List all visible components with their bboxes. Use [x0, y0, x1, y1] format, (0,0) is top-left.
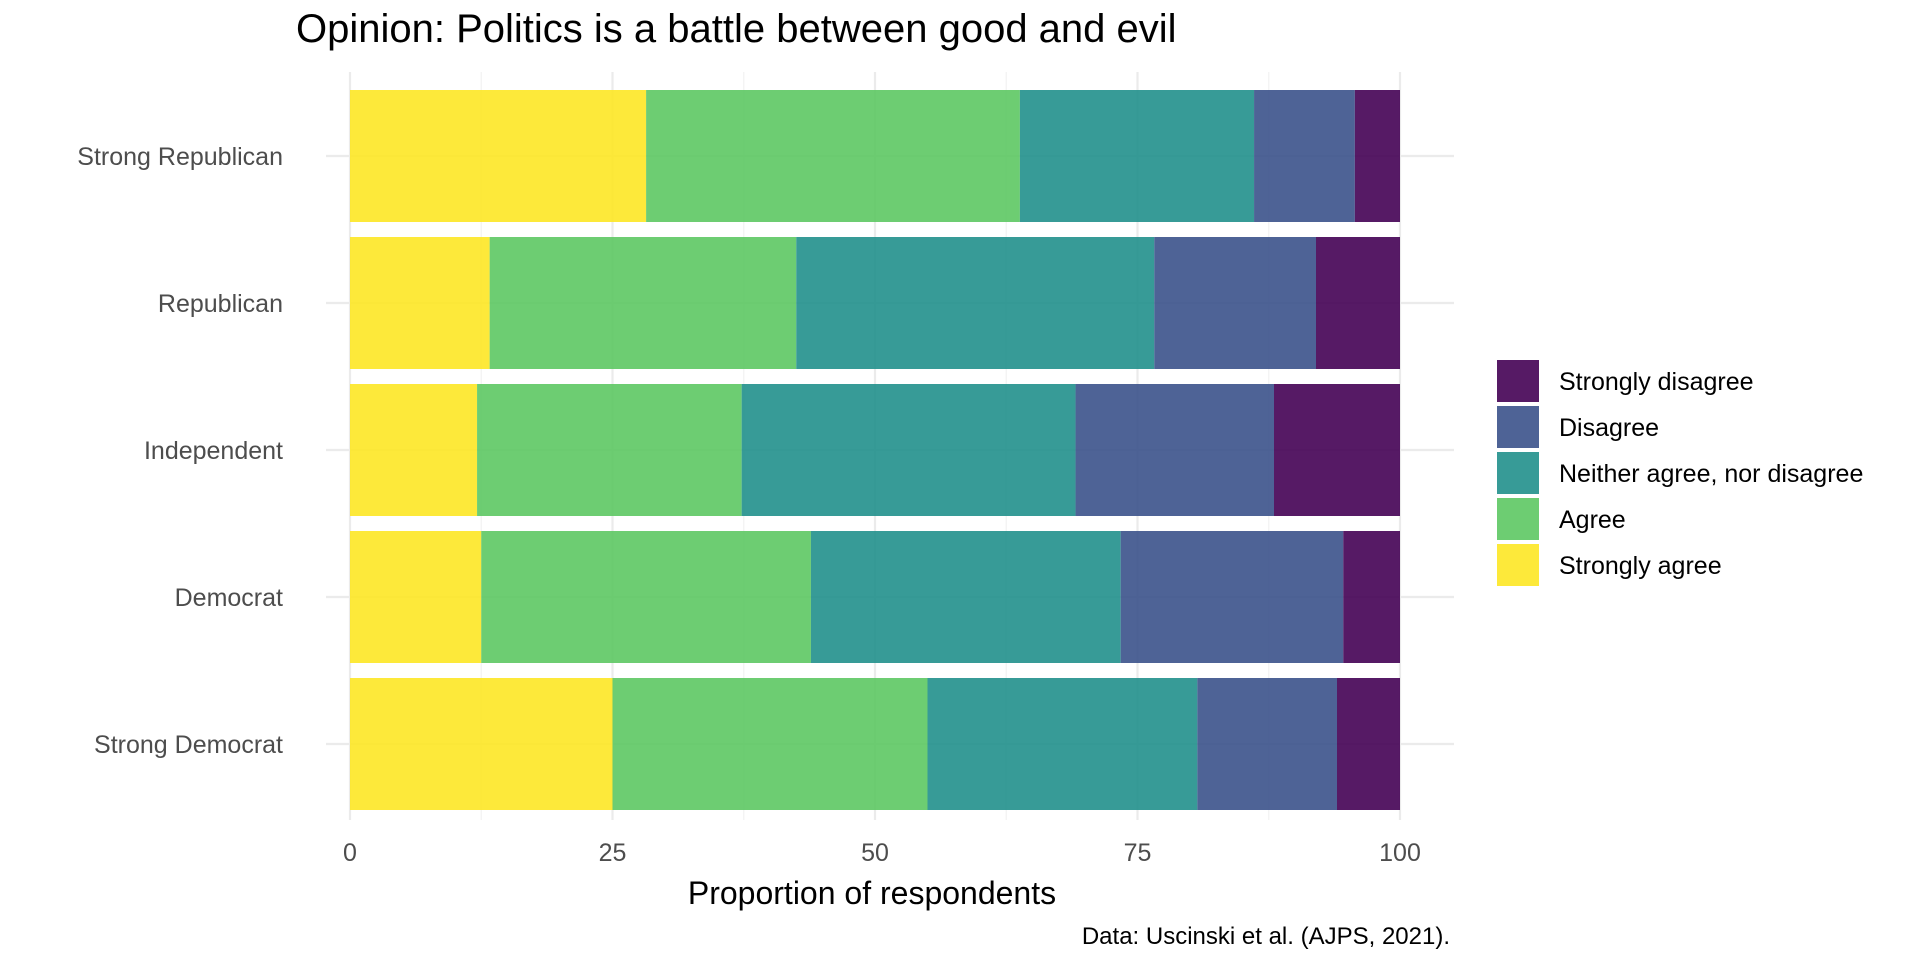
x-tick-label: 100: [1379, 839, 1421, 867]
legend-label: Agree: [1559, 506, 1626, 534]
bar-segment: [1354, 90, 1400, 222]
bar-segment: [741, 384, 1076, 516]
bar-segment: [1120, 531, 1344, 663]
bar-segment: [350, 237, 490, 369]
bar-segment: [612, 678, 928, 810]
x-tick-label: 75: [1124, 839, 1152, 867]
bar-segment: [350, 531, 482, 663]
bar-segment: [1337, 678, 1400, 810]
bar-segment: [1075, 384, 1274, 516]
y-tick-label: Strong Democrat: [94, 731, 283, 759]
chart-title: Opinion: Politics is a battle between go…: [296, 7, 1177, 51]
legend: Strongly disagree Disagree Neither agree, …: [1497, 360, 1863, 586]
legend-label: Disagree: [1559, 414, 1659, 442]
y-tick-label: Independent: [144, 437, 283, 465]
x-tick-label: 50: [861, 839, 889, 867]
bar-segment: [350, 384, 478, 516]
x-axis-title: Proportion of respondents: [688, 875, 1056, 911]
x-tick-label: 0: [343, 839, 357, 867]
bar-segment: [477, 384, 742, 516]
bar-segment: [1316, 237, 1400, 369]
legend-key: [1497, 544, 1539, 586]
bar-segment: [1254, 90, 1355, 222]
y-tick-label: Republican: [158, 290, 283, 318]
legend-key: [1497, 452, 1539, 494]
bar-segment: [1019, 90, 1255, 222]
y-axis-labels: Strong Republican Republican Independent De…: [77, 143, 283, 759]
bar-segment: [489, 237, 797, 369]
bar-segment: [1274, 384, 1400, 516]
bar-segment: [1343, 531, 1400, 663]
bar-segment: [1197, 678, 1337, 810]
y-tick-label: Democrat: [175, 584, 283, 612]
bar-segment: [350, 90, 647, 222]
legend-key: [1497, 406, 1539, 448]
chart-caption: Data: Uscinski et al. (AJPS, 2021).: [1082, 923, 1450, 950]
legend-key: [1497, 498, 1539, 540]
legend-label: Strongly disagree: [1559, 368, 1754, 396]
bar-segment: [927, 678, 1198, 810]
legend-label: Strongly agree: [1559, 552, 1722, 580]
legend-label: Neither agree, nor disagree: [1559, 460, 1863, 488]
bar-segment: [796, 237, 1155, 369]
bar-segment: [810, 531, 1121, 663]
bars: [350, 90, 1400, 810]
y-tick-label: Strong Republican: [77, 143, 283, 171]
x-tick-label: 25: [599, 839, 627, 867]
bar-segment: [350, 678, 613, 810]
bar-segment: [646, 90, 1020, 222]
bar-segment: [1154, 237, 1316, 369]
x-axis-tick-labels: 0 25 50 75 100: [343, 839, 1421, 867]
bar-segment: [481, 531, 811, 663]
legend-key: [1497, 360, 1539, 402]
